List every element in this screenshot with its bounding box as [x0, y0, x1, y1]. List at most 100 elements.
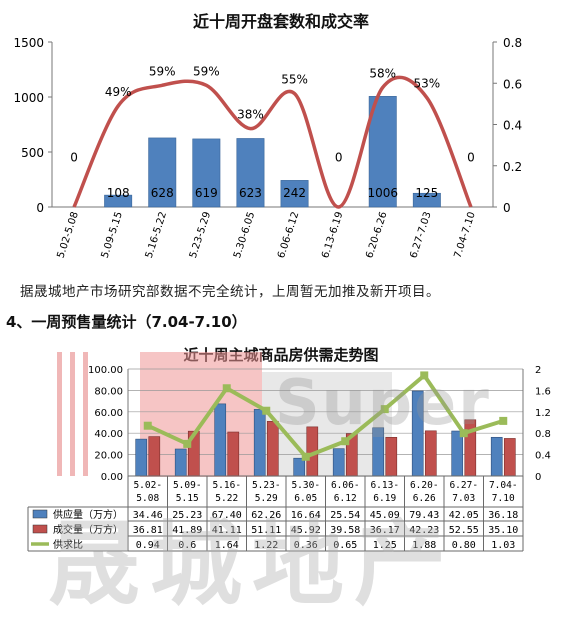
data-source-note: 据晟城地产市场研究部数据不完全统计，上周暂无加推及新开项目。 — [20, 284, 440, 300]
category-label: 6.12 — [334, 493, 357, 504]
line-data-label: 38% — [237, 108, 264, 122]
y-right-tick-label: 0.2 — [503, 160, 522, 174]
category-label: 6.06- — [331, 480, 360, 491]
sales-bar — [385, 436, 398, 477]
sales-bar — [503, 438, 516, 477]
bar-data-label: 1006 — [367, 186, 398, 200]
bar — [236, 138, 265, 208]
ratio-marker — [262, 406, 271, 415]
category-label: 5.09- — [173, 480, 202, 491]
y-right-tick-label: 0.4 — [535, 451, 551, 462]
table-cell: 52.55 — [449, 525, 479, 536]
ratio-marker — [459, 429, 468, 438]
ratio-marker — [183, 439, 192, 448]
y-left-tick-label: 500 — [21, 146, 44, 160]
bar-data-label: 623 — [239, 186, 262, 200]
line-data-label: 53% — [414, 77, 441, 91]
y-right-tick-label: 0 — [503, 201, 511, 215]
y-right-tick-label: 0.6 — [503, 77, 522, 91]
y-right-tick-label: 0 — [535, 472, 541, 483]
supply-bar — [253, 409, 266, 477]
legend-entry: 成交量（万方） — [53, 523, 123, 536]
category-label: 6.19 — [373, 493, 396, 504]
supply-bar — [332, 448, 345, 477]
watermark-block — [262, 372, 392, 477]
watermark-stripe — [83, 352, 88, 476]
table-cell: 1.64 — [215, 540, 239, 551]
section-heading: 4、一周预售量统计（7.04-7.10） — [6, 313, 247, 331]
bar — [148, 137, 177, 208]
legend-entry: 供求比 — [53, 538, 83, 551]
line-data-label: 0 — [467, 151, 475, 165]
line-data-label: 0 — [335, 151, 343, 165]
supply-bar — [293, 457, 306, 477]
table-cell: 42.23 — [409, 525, 439, 536]
legend-swatch — [32, 524, 48, 534]
table-cell: 45.09 — [370, 510, 400, 521]
line-data-label: 55% — [281, 73, 308, 87]
bar-data-label: 628 — [151, 186, 174, 200]
watermark-stripe — [70, 352, 75, 476]
category-label: 7.10 — [492, 493, 515, 504]
chart1-title: 近十周开盘套数和成交率 — [192, 12, 369, 31]
category-label: 5.30- — [291, 480, 320, 491]
y-right-tick-label: 1.6 — [535, 386, 551, 397]
table-cell: 1.22 — [254, 540, 278, 551]
table-cell: 39.58 — [330, 525, 360, 536]
watermark-text: Super — [275, 366, 491, 439]
table-cell: 67.40 — [212, 510, 242, 521]
ratio-marker — [499, 416, 508, 425]
table-cell: 16.64 — [291, 510, 321, 521]
bar — [104, 194, 133, 208]
category-label: 5.15 — [176, 493, 199, 504]
ratio-marker — [420, 371, 429, 380]
y-right-tick-label: 0.8 — [535, 429, 551, 440]
ratio-marker — [222, 384, 231, 393]
table-cell: 62.26 — [251, 510, 281, 521]
supply-bar — [174, 448, 187, 477]
y-right-tick-label: 0.4 — [503, 119, 522, 133]
category-label: 7.03 — [452, 493, 475, 504]
y-left-tick-label: 1000 — [13, 91, 44, 105]
table-cell: 36.17 — [370, 525, 400, 536]
chart1-canvas: 0 500 1000 1500 0 0.2 0.4 0.6 0.8 108 628 619 623 242… — [13, 36, 522, 260]
category-label: 6.20- — [410, 480, 439, 491]
y-left-tick-label: 20.00 — [94, 451, 123, 462]
watermark-block — [140, 352, 262, 477]
y-left-tick-label: 1500 — [13, 36, 44, 50]
chart2-canvas: 0.00 20.00 40.00 60.00 80.00 100.00 0 0.4 0.8 1.2… — [27, 352, 551, 552]
bar — [412, 192, 441, 208]
sales-bar — [148, 436, 161, 477]
table-cell: 45.92 — [291, 525, 321, 536]
table-cell: 0.94 — [136, 540, 160, 551]
y-right-tick-label: 1.2 — [535, 408, 551, 419]
category-label: 5.16- — [212, 480, 241, 491]
table-cell: 42.05 — [449, 510, 479, 521]
turnover-rate-line — [72, 75, 473, 209]
table-cell: 51.11 — [251, 525, 281, 536]
ratio-marker — [143, 421, 152, 430]
ratio-marker — [380, 405, 389, 414]
table-cell: 36.18 — [488, 510, 518, 521]
watermark-stripe — [57, 352, 62, 476]
legend-swatch — [32, 509, 48, 519]
supply-bar — [135, 438, 148, 477]
y-left-tick-label: 40.00 — [94, 429, 123, 440]
table-cell: 0.36 — [294, 540, 318, 551]
y-right-tick-label: 2 — [535, 365, 541, 376]
category-label: 5.02- — [133, 480, 162, 491]
category-label: 5.08 — [136, 493, 159, 504]
bar-data-label: 108 — [107, 186, 130, 200]
category-label: 6.27- — [449, 480, 478, 491]
bar — [368, 96, 397, 208]
supply-bar — [214, 403, 227, 477]
table-cell: 0.6 — [178, 540, 196, 551]
y-left-tick-label: 0.00 — [101, 472, 123, 483]
category-label: 7.04- — [489, 480, 518, 491]
line-data-label: 49% — [105, 85, 132, 99]
bar-data-label: 619 — [195, 186, 218, 200]
supply-demand-ratio-line — [146, 372, 504, 460]
y-left-tick-label: 80.00 — [94, 386, 123, 397]
category-label: 6.26 — [413, 493, 436, 504]
y-left-tick-label: 100.00 — [88, 365, 123, 376]
